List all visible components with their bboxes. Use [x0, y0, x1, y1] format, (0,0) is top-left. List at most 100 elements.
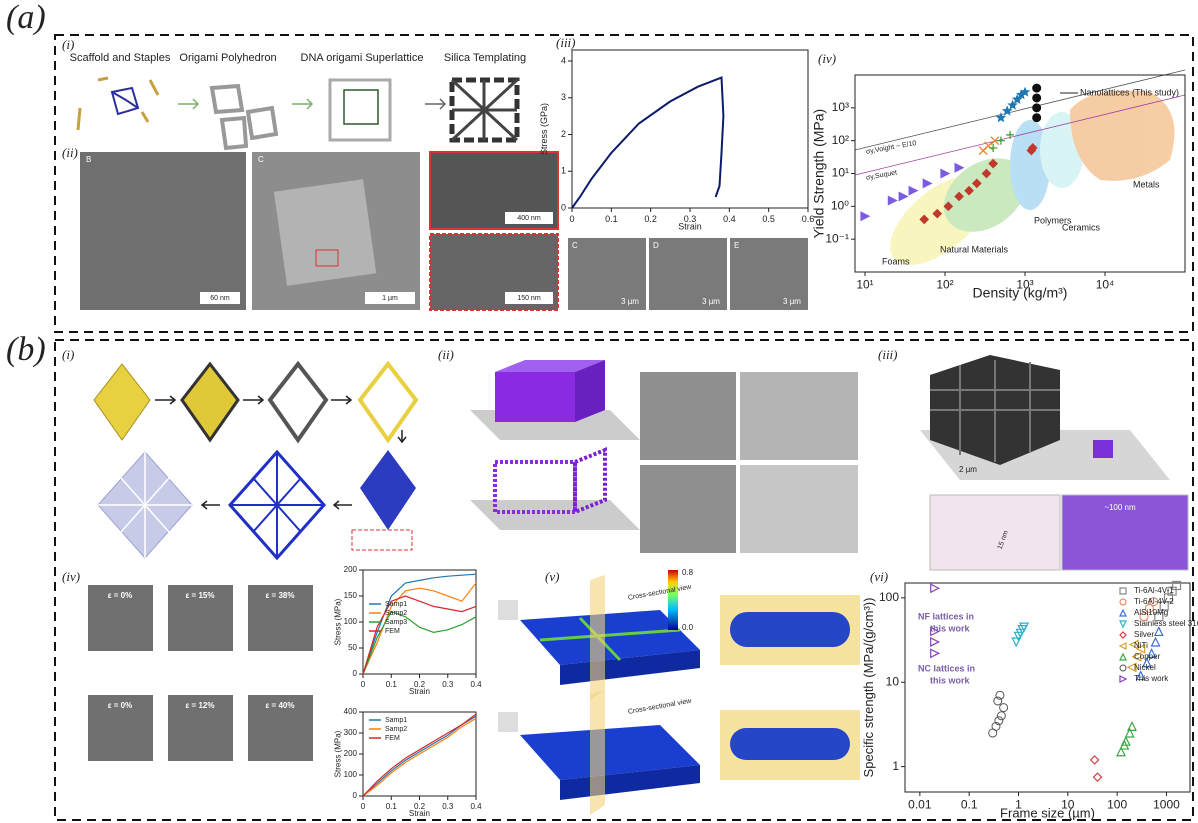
y-tick-label: 10³	[832, 100, 849, 114]
marker	[1119, 739, 1130, 750]
scale-label: 3 µm	[783, 297, 801, 306]
marker	[1119, 652, 1127, 661]
strain-label: ε = 40%	[266, 701, 295, 710]
marker	[1163, 593, 1174, 603]
line	[362, 595, 477, 675]
x-tick-label: 10	[1061, 797, 1075, 811]
x-tick-label: 0.5	[762, 214, 775, 224]
x-tick-label: 0.1	[605, 214, 618, 224]
legend-label: FEM	[385, 628, 400, 635]
marker	[943, 201, 954, 212]
micrograph	[640, 465, 736, 553]
step-label: Scaffold and Staples	[70, 52, 171, 64]
marker	[991, 721, 1001, 731]
x-tick-label: 0.3	[684, 214, 697, 224]
marker	[1119, 608, 1127, 617]
marker	[1089, 755, 1100, 765]
sub-label: (i)	[62, 347, 74, 362]
x-tick-label: 0.2	[414, 802, 426, 811]
y-tick-label: 200	[344, 749, 358, 758]
marker	[1032, 83, 1042, 93]
legend-label: Stainless steel 316L	[1134, 619, 1198, 628]
micrograph	[649, 238, 727, 310]
marker	[995, 690, 1005, 700]
marker	[1032, 93, 1042, 103]
marker	[1127, 721, 1137, 731]
y-tick-label: 50	[348, 643, 357, 652]
marker	[990, 136, 1000, 146]
sub-label: (iv)	[62, 569, 80, 584]
marker	[1092, 772, 1103, 782]
annotation: Foams	[882, 256, 910, 266]
marker	[1141, 657, 1152, 668]
annotation: Polymers	[1034, 215, 1072, 225]
y-tick-label: 1	[892, 759, 899, 773]
scale-label: 150 nm	[517, 295, 541, 302]
annotation: this work	[930, 675, 971, 685]
scale-label: 1 µm	[382, 295, 398, 302]
line	[362, 582, 477, 675]
legend-label: This work	[1134, 674, 1169, 683]
x-tick-label: 0.4	[723, 214, 736, 224]
marker	[930, 637, 941, 647]
x-tick-label: 0	[361, 680, 366, 689]
annotation: NF lattices in	[918, 611, 974, 621]
marker	[1119, 664, 1127, 672]
y-tick-label: 10⁻¹	[825, 231, 849, 245]
image-letter: C	[258, 155, 264, 164]
line	[571, 76, 725, 209]
marker	[940, 168, 951, 179]
annotation: Metals	[1133, 179, 1160, 189]
y-tick-label: 100	[344, 617, 358, 626]
marker	[1153, 626, 1164, 637]
micrograph	[80, 152, 246, 310]
marker	[1126, 662, 1137, 673]
micrograph	[88, 585, 313, 761]
lattice-render	[470, 360, 640, 530]
step-label: Silica Templating	[444, 52, 526, 64]
legend-label: NiTi	[1134, 641, 1148, 650]
y-tick-label: 200	[344, 565, 358, 574]
x-tick-label: 0.3	[442, 802, 454, 811]
x-axis-label: Strain	[409, 809, 430, 818]
colorbar-label: 0.8	[682, 568, 694, 577]
legend-label: Copper	[1134, 652, 1161, 661]
line	[362, 717, 477, 797]
scale-label: 60 nm	[210, 295, 230, 302]
image-letter: B	[86, 155, 91, 164]
legend-label: Samp2	[385, 726, 407, 733]
marker	[1001, 105, 1013, 116]
plot-frame	[571, 49, 809, 209]
marker	[930, 583, 941, 594]
legend-label: Ti-6Al-4V-2	[1134, 597, 1174, 606]
schematic	[76, 76, 520, 151]
x-tick-label: 0.3	[442, 680, 454, 689]
sub-label: (i)	[62, 37, 74, 52]
marker	[1154, 611, 1164, 622]
scale-bar	[365, 292, 415, 304]
schematic	[93, 360, 419, 561]
x-tick-label: 0.4	[470, 680, 482, 689]
reference-line	[854, 94, 1186, 176]
marker	[1013, 631, 1024, 642]
marker	[971, 178, 982, 189]
x-tick-label: 0	[569, 214, 574, 224]
marker	[930, 648, 941, 659]
legend-label: Silver	[1134, 630, 1154, 639]
y-tick-label: 300	[344, 728, 358, 737]
legend-label: Samp2	[385, 610, 407, 617]
x-tick-label: 10²	[936, 277, 953, 291]
scale-bar	[505, 292, 553, 304]
marker	[1135, 670, 1146, 681]
y-tick-label: 0	[353, 669, 358, 678]
marker	[981, 168, 992, 179]
x-tick-label: 0.1	[961, 797, 978, 811]
marker	[1149, 597, 1159, 607]
legend-label: Nickel	[1134, 663, 1156, 672]
marker	[1150, 636, 1161, 647]
x-axis-label: Frame size (µm)	[1000, 805, 1095, 820]
sub-label: (iii)	[878, 347, 898, 362]
marker	[1119, 598, 1127, 606]
y-tick-label: 0	[353, 791, 358, 800]
